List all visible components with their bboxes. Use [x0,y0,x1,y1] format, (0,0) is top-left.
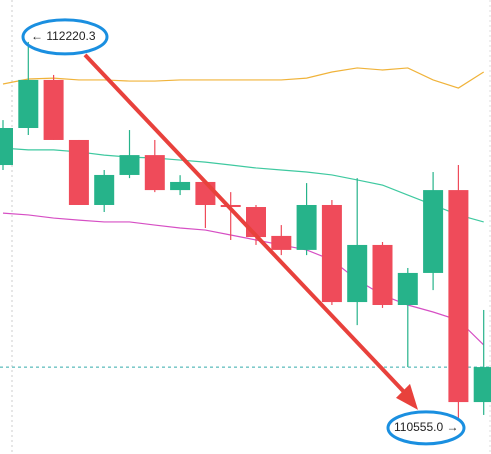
indicator-line [2,67,485,89]
candle-body [372,244,393,305]
highlight-ellipse [386,410,466,446]
candle-body [195,181,216,205]
arrow-shaft [83,53,406,394]
annotations: ← 112220.3 110555.0 → [21,18,466,446]
arrow-head [396,383,418,410]
candle-body [473,367,491,403]
candle-body [321,204,342,303]
candle-body [94,174,115,205]
candle-body [170,181,191,191]
candle-body [347,244,368,303]
candle-body [119,155,140,175]
candle-body [68,139,89,205]
candle-body [397,272,418,305]
candle-body [43,79,64,140]
annotation-label: ← 112220.3 [31,29,96,43]
candle-body [246,207,266,238]
candle-body [423,190,444,273]
candle-body [448,190,469,403]
candle-body [0,128,13,166]
highlight-ellipse [21,18,109,56]
candle-body [18,79,39,129]
candle-body [144,155,165,191]
plot [0,41,491,418]
annotation-label: 110555.0 → [394,420,459,434]
candle-body [296,204,317,250]
candle-body [271,235,292,250]
